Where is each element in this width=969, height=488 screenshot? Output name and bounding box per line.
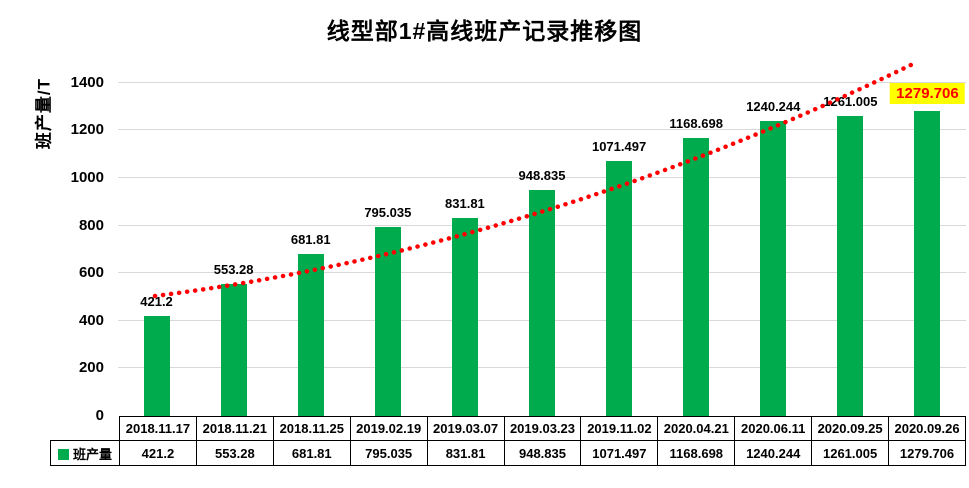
value-cell: 948.835 — [503, 440, 582, 466]
bar — [143, 315, 170, 416]
bar-value-label: 681.81 — [290, 231, 331, 247]
value-cell: 1168.698 — [657, 440, 736, 466]
plot-area: 421.2 553.28 681.81 795.035 831.81 948.835 107… — [118, 59, 966, 416]
date-header-cell: 2020.04.21 — [657, 416, 736, 441]
bar — [837, 115, 864, 416]
bar — [760, 120, 787, 416]
y-tick-label: 800 — [78, 216, 104, 234]
date-header-cell: 2018.11.21 — [195, 416, 274, 441]
y-tick-label: 1400 — [70, 73, 104, 91]
value-cell: 681.81 — [272, 440, 351, 466]
bar — [220, 284, 247, 416]
bar — [606, 160, 633, 416]
date-header-cell: 2020.06.11 — [734, 416, 813, 441]
value-cell: 1071.497 — [580, 440, 659, 466]
date-header-cell: 2020.09.26 — [888, 416, 966, 441]
legend-cell: 班产量 — [50, 440, 120, 466]
date-header-cell: 2019.03.07 — [426, 416, 505, 441]
bar — [374, 226, 401, 416]
bar-value-label: 421.2 — [140, 293, 173, 309]
date-header-cell: 2018.11.25 — [272, 416, 351, 441]
bar-value-label: 1261.005 — [823, 93, 878, 109]
bar-value-label: 831.81 — [445, 196, 485, 212]
legend-series-label: 班产量 — [72, 446, 112, 462]
y-tick-label: 1000 — [70, 169, 104, 186]
y-axis-tick-labels: 0 200 400 600 800 1000 1200 1400 — [0, 59, 110, 424]
value-cell: 1261.005 — [811, 440, 890, 466]
date-header-cell: 2020.09.25 — [811, 416, 890, 441]
y-tick-label: 1200 — [70, 121, 104, 139]
values-row: 班产量 421.2 553.28 681.81 795.035 831.81 948.835… — [50, 440, 966, 466]
highlighted-value-label: 1279.706 — [890, 83, 965, 105]
bar — [914, 111, 941, 416]
bar — [683, 137, 710, 416]
date-header-cell: 2018.11.17 — [119, 416, 197, 441]
table-spacer-cell — [51, 417, 120, 441]
date-header-cell: 2019.03.23 — [503, 416, 582, 441]
y-tick-label: 600 — [78, 264, 104, 282]
date-header-cell: 2019.11.02 — [580, 416, 659, 441]
value-cell: 795.035 — [349, 440, 428, 466]
value-cell: 421.2 — [119, 440, 197, 466]
y-tick-label: 200 — [78, 359, 104, 377]
y-tick-label: 0 — [95, 407, 104, 424]
gridline — [118, 81, 966, 83]
bar-value-label: 553.28 — [213, 262, 254, 278]
value-cell: 831.81 — [426, 440, 505, 466]
date-header-cell: 2019.02.19 — [349, 416, 428, 441]
bar-value-label: 1240.244 — [746, 98, 801, 114]
value-cell: 1240.244 — [734, 440, 813, 466]
chart-title: 线型部1#高线班产记录推移图 — [326, 18, 643, 44]
y-tick-label: 400 — [78, 311, 104, 329]
value-cell: 1279.706 — [888, 440, 966, 466]
bar-value-label: 948.835 — [518, 168, 566, 184]
data-table: 2018.11.17 2018.11.21 2018.11.25 2019.02.19… — [50, 416, 966, 466]
dates-row: 2018.11.17 2018.11.21 2018.11.25 2019.02.19… — [51, 416, 966, 441]
bar-value-label: 1071.497 — [591, 138, 647, 154]
value-cell: 553.28 — [195, 440, 274, 466]
bar — [297, 253, 324, 416]
bar — [451, 218, 478, 416]
bar — [529, 190, 555, 416]
legend-key-swatch — [57, 448, 69, 460]
bar-value-label: 1168.698 — [669, 115, 723, 131]
bar-value-label: 795.035 — [364, 204, 412, 220]
